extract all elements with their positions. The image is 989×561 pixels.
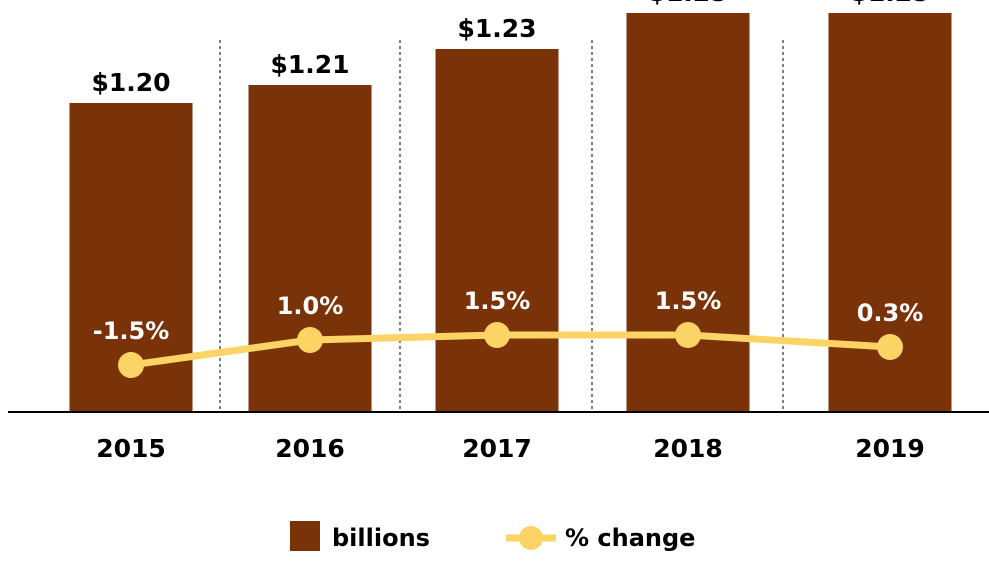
x-tick-labels: 2015 2016 2017 2018 2019 xyxy=(96,434,925,463)
bar-label-2015: $1.20 xyxy=(91,68,170,97)
percent-change-label-2017: 1.5% xyxy=(464,287,531,315)
percent-change-point-2018 xyxy=(675,322,701,348)
bar-value-labels: $1.20 $1.21 $1.23 $1.25 $1.25 xyxy=(91,0,929,97)
legend: billions % change xyxy=(290,521,695,552)
percent-change-point-2015 xyxy=(118,352,144,378)
legend-swatch-billions xyxy=(290,521,320,551)
bar-label-2017: $1.23 xyxy=(457,14,536,43)
x-tick-label-2018: 2018 xyxy=(653,434,723,463)
bar-2017 xyxy=(435,49,559,412)
x-tick-label-2015: 2015 xyxy=(96,434,166,463)
legend-label-billions: billions xyxy=(332,524,430,552)
legend-label-percent-change: % change xyxy=(565,524,695,552)
bar-label-2016: $1.21 xyxy=(270,50,349,79)
percent-change-point-2019 xyxy=(877,334,903,360)
percent-change-label-2018: 1.5% xyxy=(655,287,722,315)
bar-2018 xyxy=(626,13,750,412)
category-separators xyxy=(219,40,784,412)
percent-change-labels: -1.5% 1.0% 1.5% 1.5% 0.3% xyxy=(93,287,924,345)
legend-swatch-marker xyxy=(519,526,543,550)
bar-label-2018: $1.25 xyxy=(648,0,727,7)
percent-change-point-2016 xyxy=(297,327,323,353)
x-tick-label-2016: 2016 xyxy=(275,434,345,463)
percent-change-line xyxy=(118,322,903,378)
percent-change-label-2019: 0.3% xyxy=(857,299,924,327)
bar-label-2019: $1.25 xyxy=(850,0,929,7)
percent-change-point-2017 xyxy=(484,322,510,348)
percent-change-label-2015: -1.5% xyxy=(93,317,170,345)
x-tick-label-2019: 2019 xyxy=(855,434,925,463)
bar-2016 xyxy=(248,85,372,412)
percent-change-label-2016: 1.0% xyxy=(277,292,344,320)
x-tick-label-2017: 2017 xyxy=(462,434,532,463)
